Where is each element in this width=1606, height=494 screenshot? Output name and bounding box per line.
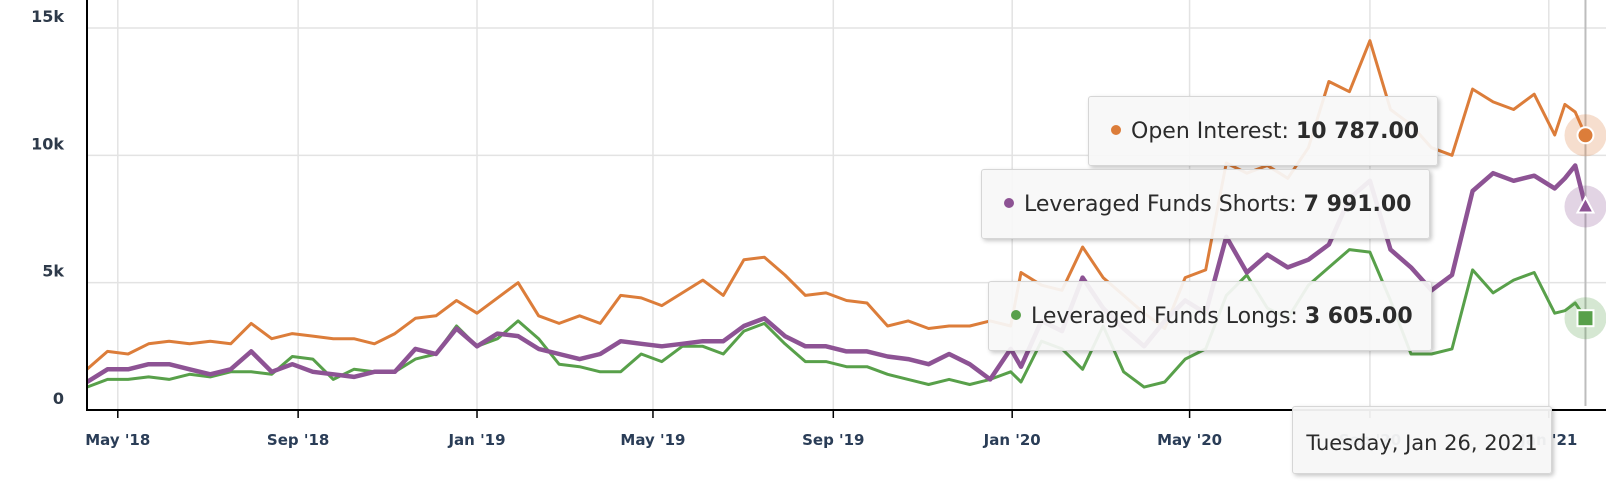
y-tick-label: 10k bbox=[31, 134, 64, 153]
tooltip-open-interest: Open Interest: 10 787.00 bbox=[1088, 96, 1439, 166]
tooltip-date: Tuesday, Jan 26, 2021 bbox=[1292, 406, 1552, 474]
x-tick-label: Jan '20 bbox=[983, 431, 1041, 449]
y-tick-label: 5k bbox=[42, 262, 64, 281]
x-tick-label: Sep '18 bbox=[267, 431, 329, 449]
tooltip-label: Leveraged Funds Longs bbox=[1031, 304, 1291, 329]
series-dot-icon bbox=[1011, 310, 1021, 320]
series-line-open-interest bbox=[86, 39, 1587, 371]
x-tick-label: Jan '19 bbox=[447, 431, 505, 449]
tooltip-value: 10 787.00 bbox=[1295, 119, 1420, 144]
shorts-point-triangle-icon bbox=[1575, 195, 1596, 214]
tooltip-value: 7 991.00 bbox=[1303, 192, 1412, 217]
series-dot-icon bbox=[1004, 198, 1014, 208]
open-interest-point-circle-icon bbox=[1576, 126, 1595, 145]
longs-point-square-icon bbox=[1576, 309, 1595, 328]
tooltip-label: Leveraged Funds Shorts bbox=[1024, 192, 1290, 217]
x-tick-label: May '18 bbox=[85, 431, 150, 449]
tooltip-leveraged-funds-longs: Leveraged Funds Longs: 3 605.00 bbox=[988, 281, 1432, 351]
x-tick-label: Sep '19 bbox=[802, 431, 864, 449]
tooltip-label: Open Interest bbox=[1131, 119, 1282, 144]
x-tick-label: May '20 bbox=[1157, 431, 1222, 449]
y-tick-label: 15k bbox=[31, 7, 64, 26]
tooltip-leveraged-funds-shorts: Leveraged Funds Shorts: 7 991.00 bbox=[981, 169, 1431, 239]
tooltip-value: 3 605.00 bbox=[1304, 304, 1413, 329]
y-tick-label: 0 bbox=[53, 389, 64, 408]
series-dot-icon bbox=[1111, 125, 1121, 135]
hover-markers bbox=[1564, 114, 1606, 340]
x-tick-label: May '19 bbox=[620, 431, 685, 449]
